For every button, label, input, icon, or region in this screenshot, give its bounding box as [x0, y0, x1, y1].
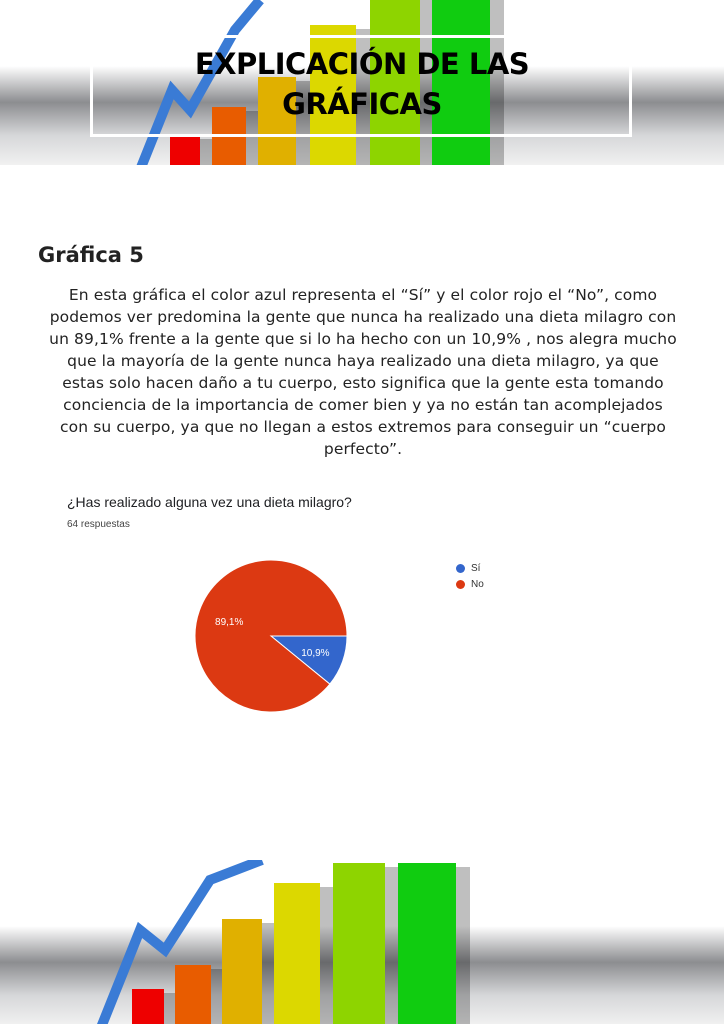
page-title: EXPLICACIÓN DE LAS GRÁFICAS	[0, 44, 724, 124]
pie-label-no: 89,1%	[215, 617, 243, 628]
legend-item: No	[456, 576, 484, 592]
footer-banner-image	[0, 860, 724, 1024]
legend-label: No	[471, 578, 484, 590]
title-line-1: EXPLICACIÓN DE LAS	[194, 47, 530, 81]
legend-swatch	[456, 563, 465, 573]
chart-legend: Sí No	[456, 560, 484, 592]
legend-swatch	[456, 579, 465, 589]
legend-label: Sí	[471, 562, 481, 574]
pie-chart: 10,9% 89,1%	[194, 559, 348, 713]
chart-title: ¿Has realizado alguna vez una dieta mila…	[67, 494, 352, 510]
title-line-2: GRÁFICAS	[282, 87, 442, 121]
chart-subtitle: 64 respuestas	[67, 519, 130, 530]
pie-label-si: 10,9%	[301, 648, 329, 659]
section-paragraph: En esta gráfica el color azul representa…	[49, 286, 677, 458]
header-banner-image: EXPLICACIÓN DE LAS GRÁFICAS	[0, 0, 724, 165]
title-frame	[90, 35, 632, 137]
pie-slice-no	[194, 559, 348, 713]
section-heading: Gráfica 5	[38, 243, 144, 267]
legend-item: Sí	[456, 560, 484, 576]
